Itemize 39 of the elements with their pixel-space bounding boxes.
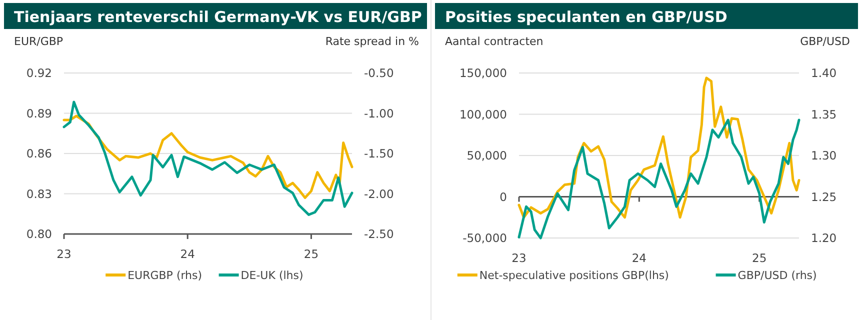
- x-tick-label: 25: [752, 251, 767, 265]
- line-series: [518, 118, 800, 240]
- y-tick-label: 50,000: [466, 148, 507, 162]
- x-tick-label: 24: [632, 251, 646, 265]
- legend-label: Net-speculative positions GBP(lhs): [479, 269, 669, 282]
- y2-axis-title: Rate spread in %: [325, 35, 419, 48]
- y2-tick-label: 1.25: [811, 190, 837, 204]
- y2-tick-label: -0.50: [364, 66, 394, 80]
- chart-title: Tienjaars renteverschil Germany-VK vs EUR/GBP: [14, 8, 422, 26]
- y-tick-label: 0.83: [26, 186, 52, 201]
- y-tick-label: 0.92: [26, 66, 52, 80]
- y-tick-label: 100,000: [459, 107, 507, 122]
- x-tick-label: 24: [180, 247, 195, 261]
- y-tick-label: -50,000: [462, 231, 507, 245]
- line-series: [518, 76, 800, 219]
- y2-tick-label: -1.50: [364, 146, 394, 160]
- y-tick-label: 0.80: [26, 227, 52, 241]
- y-tick-label: 0.89: [26, 106, 52, 120]
- y-tick-label: 0.86: [26, 146, 52, 160]
- y2-tick-label: -1.00: [364, 106, 394, 120]
- y2-tick-label: 1.20: [811, 231, 837, 245]
- y2-tick-label: 1.40: [811, 66, 837, 80]
- y2-tick-label: 1.30: [811, 148, 837, 162]
- legend-label: DE-UK (lhs): [240, 269, 304, 282]
- line-series: [62, 100, 354, 216]
- y-tick-label: 0: [500, 190, 507, 204]
- y2-axis-title: GBP/USD: [800, 35, 850, 48]
- x-tick-label: 25: [304, 247, 319, 261]
- y-axis-title: Aantal contracten: [445, 35, 544, 48]
- y2-tick-label: -2.50: [364, 227, 394, 241]
- x-tick-label: 23: [512, 251, 526, 265]
- chart-title: Posities speculanten en GBP/USD: [445, 8, 728, 26]
- legend-label: EURGBP (rhs): [128, 269, 202, 282]
- x-tick-label: 23: [56, 247, 72, 261]
- y-axis-title: EUR/GBP: [14, 35, 64, 48]
- legend-label: GBP/USD (rhs): [738, 269, 817, 282]
- y2-tick-label: 1.35: [811, 107, 837, 122]
- y2-tick-label: -2.00: [364, 186, 394, 201]
- y-tick-label: 150,000: [459, 66, 507, 80]
